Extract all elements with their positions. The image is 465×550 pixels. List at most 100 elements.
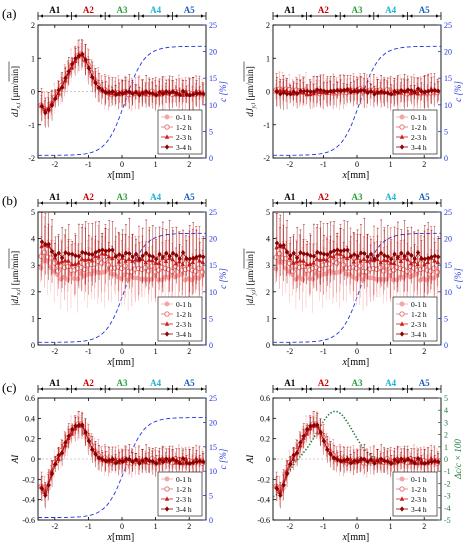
- x-tick-label: 1: [389, 522, 393, 531]
- data-point: [297, 257, 303, 263]
- x-tick-label: 1: [389, 160, 393, 169]
- data-point: [308, 423, 313, 429]
- data-point: [385, 90, 391, 96]
- data-point: [357, 272, 363, 278]
- data-point: [408, 90, 414, 96]
- legend-entry: 1-2 h: [411, 123, 427, 132]
- data-point: [352, 88, 357, 94]
- panel-label: (c): [2, 380, 16, 395]
- data-point: [284, 87, 289, 93]
- legend-entry: 3-4 h: [411, 143, 427, 152]
- data-point: [335, 456, 340, 463]
- data-point: [66, 433, 72, 439]
- region-arrowhead: [133, 14, 137, 18]
- y-axis-label-main: AI: [10, 454, 20, 464]
- data-point: [118, 276, 124, 282]
- region-arrowhead: [375, 14, 379, 18]
- y-tick-label: 0: [31, 88, 35, 97]
- data-point: [130, 258, 135, 263]
- y-axis-label-unit: | [μm/min]: [245, 251, 255, 289]
- y-tick-label: 1: [266, 314, 270, 323]
- data-point: [365, 254, 370, 260]
- data-point: [197, 258, 202, 263]
- chart-a-right: A1 A2 A3 A4 A5 -2 -1 0 1 2 x [mm] -2 -1 0 1 2 dJy,i [μm/…: [243, 5, 463, 181]
- data-point: [412, 256, 417, 262]
- y-tick-label: 2: [266, 21, 270, 30]
- data-point: [184, 255, 189, 262]
- data-point: [419, 460, 424, 466]
- data-point: [170, 250, 176, 256]
- data-point: [173, 260, 179, 266]
- data-point: [358, 87, 364, 93]
- data-point: [143, 456, 149, 462]
- data-point: [291, 260, 296, 265]
- region-arrowhead: [409, 14, 413, 18]
- y-tick-label: 3: [31, 261, 35, 270]
- region-arrowhead: [335, 387, 339, 391]
- data-point: [381, 257, 387, 262]
- data-point: [196, 265, 202, 271]
- y-axis-label: AI: [245, 454, 255, 464]
- data-point: [409, 457, 414, 464]
- data-point: [180, 92, 185, 97]
- y-tick-label: 0.4: [260, 414, 270, 423]
- x-tick-label: -2: [51, 347, 58, 356]
- right-tick-label: 2: [444, 431, 448, 440]
- y-tick-label: 5: [31, 208, 35, 217]
- region-label-a2: A2: [83, 192, 94, 202]
- data-point: [174, 252, 179, 258]
- data-point: [113, 253, 119, 259]
- data-point: [120, 456, 125, 461]
- right-tick-label: 25: [444, 208, 452, 217]
- region-arrowhead: [436, 14, 439, 18]
- data-point: [147, 253, 152, 259]
- data-point: [83, 250, 88, 256]
- x-tick-label: 2: [422, 347, 426, 356]
- data-point: [90, 74, 95, 80]
- data-point: [105, 262, 112, 268]
- data-point: [170, 256, 175, 262]
- data-point: [193, 268, 199, 274]
- legend-entry: 2-3 h: [176, 495, 192, 504]
- data-point: [190, 91, 196, 98]
- data-point: [55, 268, 61, 274]
- data-point: [46, 107, 51, 113]
- data-point: [156, 260, 162, 266]
- data-point: [428, 455, 434, 461]
- region-label-a2: A2: [83, 5, 94, 15]
- y-axis-label-sub: x,i: [16, 289, 22, 296]
- data-point: [365, 258, 370, 263]
- data-point: [291, 250, 296, 256]
- x-tick-label: 0: [355, 347, 359, 356]
- data-point: [76, 253, 82, 259]
- data-point: [428, 268, 434, 274]
- data-point: [305, 251, 310, 257]
- legend-marker: [164, 311, 170, 317]
- region-arrowhead: [342, 14, 346, 18]
- legend-marker: [399, 124, 405, 130]
- data-point: [179, 271, 185, 277]
- x-tick-label: -1: [85, 522, 92, 531]
- region-label-a1: A1: [49, 378, 60, 388]
- y-tick-label: 0: [266, 88, 270, 97]
- data-point: [298, 439, 303, 446]
- data-point: [372, 256, 377, 262]
- right-axis-label: c [%]: [218, 448, 228, 469]
- data-point: [92, 261, 98, 267]
- x-axis-label-symbol: x: [107, 357, 113, 368]
- x-axis-label-unit: [mm]: [347, 357, 369, 368]
- data-point: [412, 258, 417, 264]
- data-point: [180, 455, 186, 462]
- data-point: [341, 457, 347, 463]
- data-point: [106, 247, 112, 253]
- region-arrowhead: [275, 201, 278, 205]
- data-point: [334, 250, 340, 256]
- data-point: [70, 426, 75, 433]
- data-point: [399, 87, 404, 94]
- data-point: [278, 242, 283, 249]
- data-point: [133, 256, 138, 262]
- chart-c-left: A1 A2 A3 A4 A5 -2 -1 0 1 2 x [mm] -0.6 -0.4 -0.2 0 0.2 0…: [10, 378, 228, 543]
- x-tick-label: 2: [187, 160, 191, 169]
- data-point: [371, 457, 377, 463]
- data-point: [378, 456, 384, 462]
